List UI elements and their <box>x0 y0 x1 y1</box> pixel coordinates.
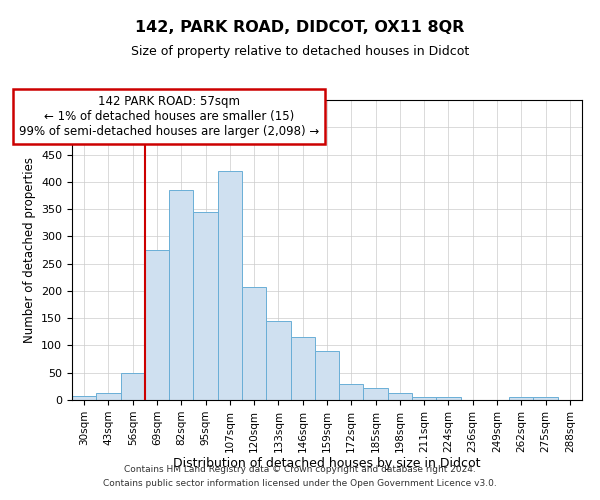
Bar <box>412 398 436 400</box>
Bar <box>145 250 169 400</box>
Text: 142, PARK ROAD, DIDCOT, OX11 8QR: 142, PARK ROAD, DIDCOT, OX11 8QR <box>136 20 464 35</box>
Bar <box>72 396 96 400</box>
Bar <box>266 321 290 400</box>
Bar <box>290 338 315 400</box>
Bar <box>169 190 193 400</box>
Bar <box>193 212 218 400</box>
Bar <box>315 351 339 400</box>
Bar <box>96 394 121 400</box>
Text: 142 PARK ROAD: 57sqm
← 1% of detached houses are smaller (15)
99% of semi-detach: 142 PARK ROAD: 57sqm ← 1% of detached ho… <box>19 95 319 138</box>
Bar <box>364 388 388 400</box>
Bar <box>242 286 266 400</box>
Bar <box>121 372 145 400</box>
X-axis label: Distribution of detached houses by size in Didcot: Distribution of detached houses by size … <box>173 458 481 470</box>
Bar <box>436 398 461 400</box>
Y-axis label: Number of detached properties: Number of detached properties <box>23 157 35 343</box>
Text: Contains HM Land Registry data © Crown copyright and database right 2024.
Contai: Contains HM Land Registry data © Crown c… <box>103 466 497 487</box>
Bar <box>218 171 242 400</box>
Bar <box>388 394 412 400</box>
Bar <box>533 398 558 400</box>
Text: Size of property relative to detached houses in Didcot: Size of property relative to detached ho… <box>131 45 469 58</box>
Bar <box>509 398 533 400</box>
Bar <box>339 384 364 400</box>
